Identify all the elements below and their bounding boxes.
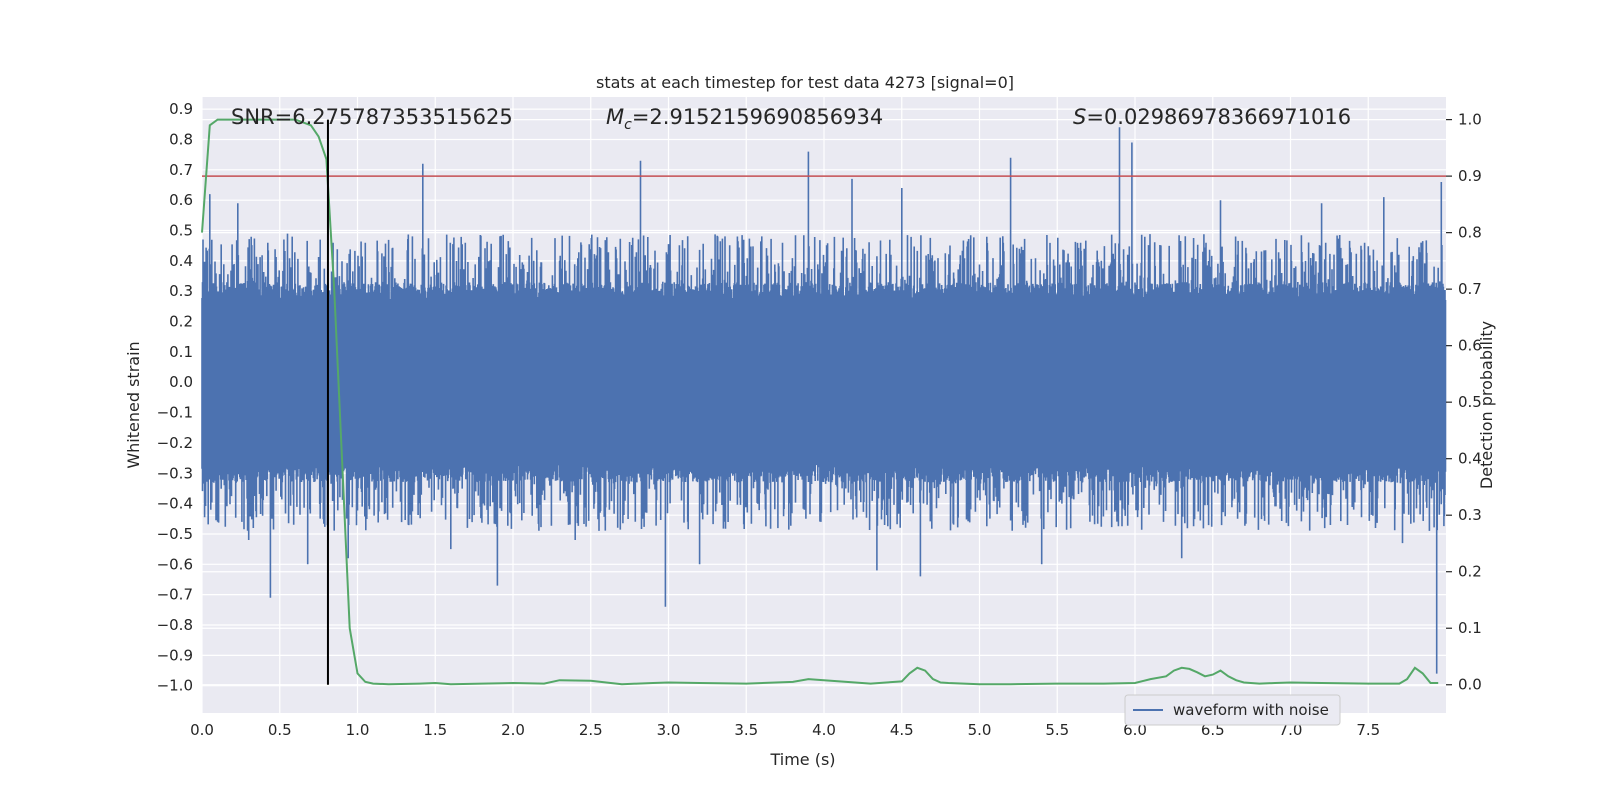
x-tick-label: 3.0 (657, 721, 681, 739)
left-y-axis-label: Whitened strain (124, 341, 143, 468)
right-y-tick-label: 0.8 (1458, 224, 1482, 242)
legend: waveform with noise (1124, 694, 1341, 726)
right-y-tick-label: 0.1 (1458, 619, 1482, 637)
x-tick-label: 2.0 (501, 721, 525, 739)
right-y-tick-label: 0.4 (1458, 450, 1482, 468)
left-y-tick-label: −0.3 (157, 464, 193, 482)
right-y-tick-label: 0.9 (1458, 167, 1482, 185)
s-symbol: S (1073, 105, 1086, 129)
chirp-mass-value: =2.9152159690856934 (632, 105, 883, 129)
right-y-tick-label: 0.0 (1458, 676, 1482, 694)
left-y-tick-label: 0.7 (169, 161, 193, 179)
waveform-path (201, 127, 1447, 674)
legend-label-waveform: waveform with noise (1173, 701, 1329, 719)
x-tick-label: 7.5 (1356, 721, 1380, 739)
s-value: =0.02986978366971016 (1086, 105, 1351, 129)
right-y-tick-label: 0.2 (1458, 563, 1482, 581)
right-y-tick-label: 0.6 (1458, 337, 1482, 355)
right-y-tick-label: 0.3 (1458, 506, 1482, 524)
x-tick-label: 4.0 (812, 721, 836, 739)
x-tick-label: 2.5 (579, 721, 603, 739)
left-y-tick-label: −0.9 (157, 646, 193, 664)
x-tick-label: 4.5 (890, 721, 914, 739)
x-tick-label: 3.5 (734, 721, 758, 739)
x-tick-label: 0.5 (268, 721, 292, 739)
x-tick-label: 5.0 (968, 721, 992, 739)
left-y-tick-label: −0.5 (157, 525, 193, 543)
left-y-tick-label: −0.2 (157, 434, 193, 452)
left-y-tick-label: 0.4 (169, 252, 193, 270)
left-y-tick-label: 0.3 (169, 282, 193, 300)
chart-title: stats at each timestep for test data 427… (596, 73, 1014, 92)
x-tick-label: 5.5 (1045, 721, 1069, 739)
left-y-tick-label: −0.7 (157, 586, 193, 604)
right-y-axis-label: Detection probability (1477, 321, 1496, 489)
left-y-tick-label: 0.5 (169, 222, 193, 240)
snr-annotation: SNR=6.275787353515625 (231, 105, 513, 129)
left-y-tick-label: −0.1 (157, 404, 193, 422)
detection-probability-line (201, 118, 1439, 686)
left-y-tick-label: 0.0 (169, 373, 193, 391)
waveform-series (201, 127, 1447, 674)
chirp-mass-annotation: Mc=2.9152159690856934 (606, 105, 883, 133)
x-axis-label: Time (s) (769, 750, 835, 769)
left-y-tick-label: −0.8 (157, 616, 193, 634)
right-y-axis-ticks: 1.0 0.9 0.8 0.7 0.6 0.5 0.4 0.3 0.2 0.1 0.0 (1446, 111, 1482, 694)
left-y-tick-label: 0.2 (169, 313, 193, 331)
left-y-tick-label: 0.8 (169, 130, 193, 148)
x-tick-label: 1.5 (423, 721, 447, 739)
left-y-tick-label: 0.1 (169, 343, 193, 361)
left-y-tick-label: −0.4 (157, 495, 193, 513)
left-y-axis-ticks: 0.9 0.8 0.7 0.6 0.5 0.4 0.3 0.2 0.1 0.0 −0.1 −0.2 −0… (157, 100, 193, 695)
right-y-tick-label: 1.0 (1458, 111, 1482, 129)
right-y-tick-label: 0.5 (1458, 393, 1482, 411)
chirp-mass-symbol: M (606, 105, 624, 129)
x-tick-label: 1.0 (346, 721, 370, 739)
left-y-tick-label: 0.9 (169, 100, 193, 118)
left-y-tick-label: 0.6 (169, 191, 193, 209)
left-y-tick-label: −0.6 (157, 555, 193, 573)
s-annotation: S=0.02986978366971016 (1073, 105, 1351, 129)
legend-box (1124, 694, 1341, 726)
right-y-tick-label: 0.7 (1458, 280, 1482, 298)
left-y-tick-label: −1.0 (157, 677, 193, 695)
x-tick-label: 0.0 (190, 721, 214, 739)
chirp-mass-subscript: c (624, 117, 632, 133)
